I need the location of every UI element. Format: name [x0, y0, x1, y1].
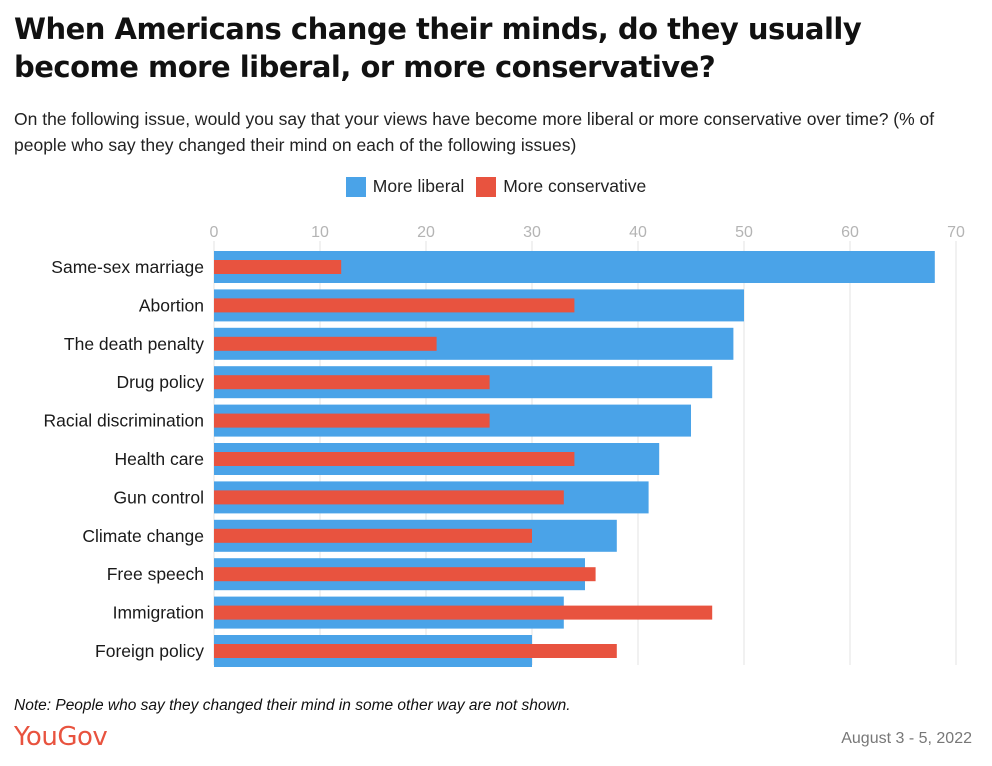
- category-label: Drug policy: [116, 372, 204, 392]
- survey-date: August 3 - 5, 2022: [841, 730, 972, 747]
- legend-label-conservative: More conservative: [503, 176, 647, 196]
- legend-item-conservative: More conservative: [476, 176, 646, 197]
- x-tick-label: 20: [417, 224, 435, 241]
- category-label: Foreign policy: [95, 641, 204, 661]
- chart-title: When Americans change their minds, do th…: [14, 12, 862, 84]
- bar-more-conservative: [214, 375, 490, 390]
- category-label: Immigration: [113, 603, 204, 623]
- category-label: Same-sex marriage: [51, 257, 204, 277]
- footnote: Note: People who say they changed their …: [14, 697, 571, 714]
- category-label: Health care: [115, 449, 205, 469]
- x-tick-label: 70: [947, 224, 965, 241]
- yougov-logo: YouGov: [14, 722, 108, 752]
- x-tick-label: 10: [311, 224, 329, 241]
- x-tick-label: 50: [735, 224, 753, 241]
- x-tick-label: 60: [841, 224, 859, 241]
- bar-more-conservative: [214, 260, 342, 274]
- bar-more-conservative: [214, 644, 617, 658]
- bar-chart: 0 10 20 30 40 50 60 70 Same-sex marriage Abortion…: [44, 224, 965, 667]
- x-tick-label: 30: [523, 224, 541, 241]
- bar-more-conservative: [214, 605, 713, 620]
- chart-subtitle: On the following issue, would you say th…: [14, 109, 935, 155]
- category-label: Racial discrimination: [44, 411, 204, 431]
- legend: More liberal More conservative: [0, 176, 992, 197]
- bar-more-conservative: [214, 336, 437, 351]
- bar-more-conservative: [214, 528, 532, 543]
- bar-more-conservative: [214, 490, 564, 505]
- legend-swatch-liberal: [345, 176, 366, 197]
- bar-more-conservative: [214, 567, 596, 582]
- legend-label-liberal: More liberal: [372, 176, 465, 196]
- category-label: Free speech: [107, 564, 204, 584]
- bar-more-conservative: [214, 452, 575, 466]
- x-tick-label: 0: [210, 224, 219, 241]
- category-label: Abortion: [139, 295, 204, 315]
- bar-more-conservative: [214, 298, 575, 313]
- legend-item-liberal: More liberal: [345, 176, 465, 197]
- category-label: The death penalty: [64, 334, 204, 354]
- bar-more-conservative: [214, 413, 490, 428]
- x-tick-label: 40: [629, 224, 647, 241]
- legend-swatch-conservative: [476, 176, 497, 197]
- category-label: Climate change: [82, 526, 204, 546]
- category-label: Gun control: [114, 487, 204, 507]
